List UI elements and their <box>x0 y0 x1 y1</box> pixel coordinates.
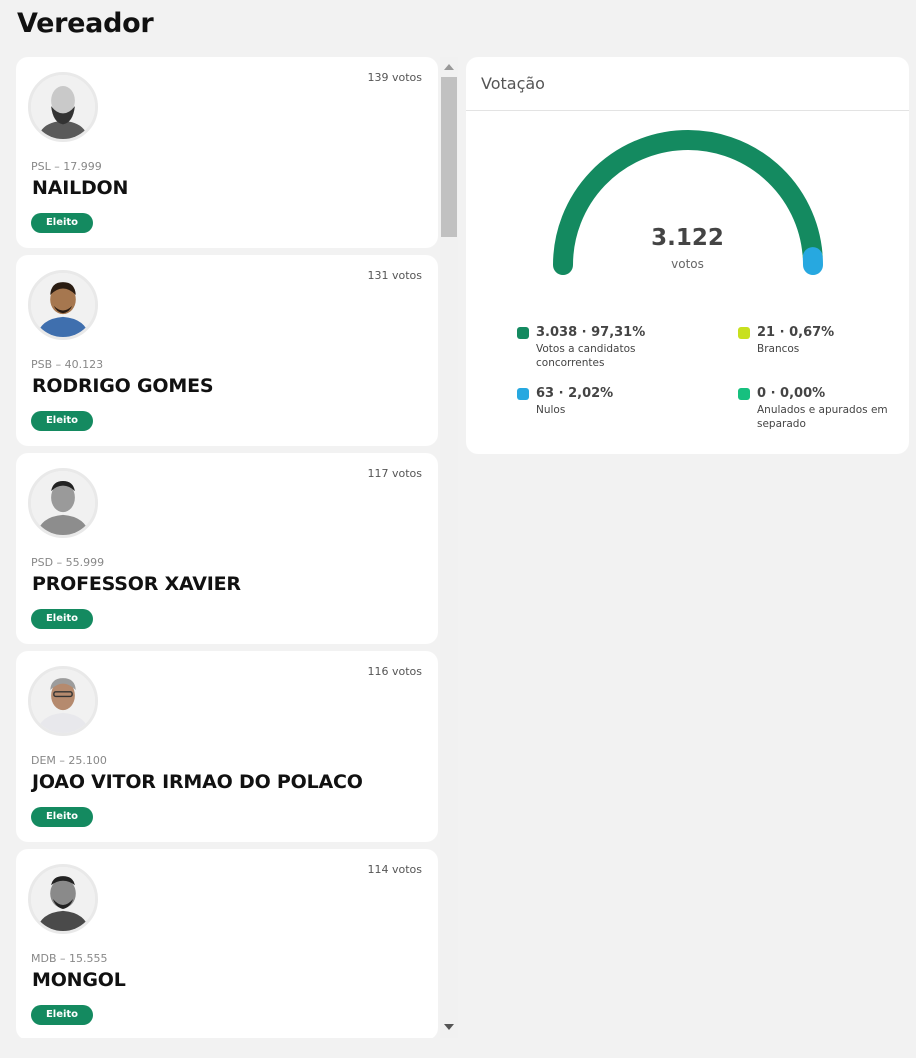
status-badge: Eleito <box>31 213 93 233</box>
candidate-name: MONGOL <box>32 969 126 991</box>
party-number: PSD – 55.999 <box>31 556 105 569</box>
legend-value: 21 · 0,67% <box>757 325 835 340</box>
panel-title: Votação <box>481 74 545 93</box>
party-number: PSL – 17.999 <box>31 160 102 173</box>
candidate-name: NAILDON <box>32 177 129 199</box>
legend-value: 0 · 0,00% <box>757 386 826 401</box>
candidate-card[interactable]: 116 votos DEM – 25.100 JOAO VITOR IRMAO … <box>16 651 438 842</box>
status-badge: Eleito <box>31 1005 93 1025</box>
candidate-list[interactable]: 139 votos PSL – 17.999 NAILDON Eleito 13… <box>16 57 458 1038</box>
gauge-chart <box>553 130 823 275</box>
legend-label: Brancos <box>757 343 800 355</box>
scroll-up-arrow-icon[interactable] <box>444 64 454 70</box>
candidate-name: PROFESSOR XAVIER <box>32 573 241 595</box>
avatar <box>28 468 98 538</box>
candidate-name: JOAO VITOR IRMAO DO POLACO <box>32 771 363 793</box>
total-votes: 3.122 <box>651 225 724 251</box>
vote-count: 116 votos <box>367 665 422 678</box>
candidate-card[interactable]: 139 votos PSL – 17.999 NAILDON Eleito <box>16 57 438 248</box>
status-badge: Eleito <box>31 411 93 431</box>
legend-label: Nulos <box>536 404 566 416</box>
scroll-down-arrow-icon[interactable] <box>444 1024 454 1030</box>
legend-swatch <box>738 327 750 339</box>
avatar <box>28 72 98 142</box>
legend-value: 63 · 2,02% <box>536 386 614 401</box>
candidate-card[interactable]: 114 votos MDB – 15.555 MONGOL Eleito <box>16 849 438 1038</box>
candidate-name: RODRIGO GOMES <box>32 375 214 397</box>
candidate-card[interactable]: 131 votos PSB – 40.123 RODRIGO GOMES Ele… <box>16 255 438 446</box>
party-number: PSB – 40.123 <box>31 358 104 371</box>
vote-count: 117 votos <box>367 467 422 480</box>
legend-label: Anulados e apurados em separado <box>757 404 888 430</box>
vote-count: 139 votos <box>367 71 422 84</box>
candidate-card[interactable]: 117 votos PSD – 55.999 PROFESSOR XAVIER … <box>16 453 438 644</box>
party-number: DEM – 25.100 <box>31 754 107 767</box>
votacao-panel: Votação 3.122 votos 3.038 · 97,31% Votos… <box>466 57 909 454</box>
party-number: MDB – 15.555 <box>31 952 108 965</box>
legend-swatch <box>517 327 529 339</box>
legend-value: 3.038 · 97,31% <box>536 325 646 340</box>
legend-swatch <box>517 388 529 400</box>
divider <box>466 110 909 111</box>
scrollbar[interactable] <box>440 57 458 1038</box>
status-badge: Eleito <box>31 609 93 629</box>
status-badge: Eleito <box>31 807 93 827</box>
vote-count: 131 votos <box>367 269 422 282</box>
page-title: Vereador <box>17 8 154 39</box>
avatar <box>28 864 98 934</box>
avatar <box>28 666 98 736</box>
legend-label: Votos a candidatos concorrentes <box>536 343 636 369</box>
vote-count: 114 votos <box>367 863 422 876</box>
total-votes-label: votos <box>671 257 704 271</box>
scrollbar-thumb[interactable] <box>441 77 457 237</box>
legend-swatch <box>738 388 750 400</box>
gauge-segment-1 <box>553 130 823 275</box>
avatar <box>28 270 98 340</box>
